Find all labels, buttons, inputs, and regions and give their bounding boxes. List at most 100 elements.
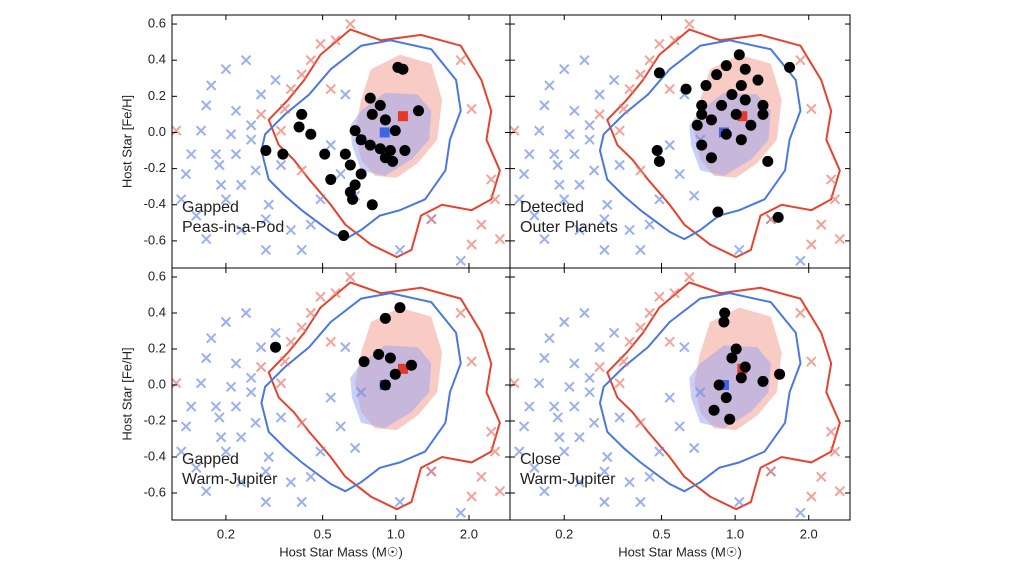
- y-tick-label: -0.6: [144, 232, 166, 247]
- cross: [305, 54, 317, 66]
- cross: [235, 431, 247, 443]
- planet-point: [720, 128, 732, 140]
- cross: [608, 74, 620, 86]
- cross: [608, 327, 620, 339]
- cross: [765, 466, 777, 477]
- cross: [529, 210, 540, 221]
- cross: [825, 174, 837, 185]
- y-tick-label: -0.4: [144, 448, 166, 463]
- panel-label: Warm-Jupiter: [520, 471, 616, 488]
- cross: [315, 38, 326, 50]
- cross: [635, 69, 646, 80]
- cross: [834, 485, 846, 497]
- cross: [455, 54, 466, 66]
- cross: [544, 80, 555, 91]
- cross: [624, 336, 635, 348]
- planet-point: [379, 312, 391, 324]
- median-marker: [397, 363, 408, 374]
- density-contour: [260, 292, 462, 493]
- planet-point: [651, 145, 663, 157]
- cross: [230, 105, 242, 116]
- cross: [734, 244, 745, 256]
- cross: [549, 148, 560, 160]
- cross: [618, 356, 629, 367]
- cross: [618, 103, 629, 115]
- planet-point: [716, 99, 728, 111]
- density-contour: [598, 39, 802, 241]
- cross: [255, 341, 267, 353]
- cross: [654, 291, 665, 303]
- cross: [574, 476, 585, 488]
- cross: [235, 476, 247, 488]
- cross: [549, 401, 560, 412]
- y-axis-label: Host Star [Fe/H]: [119, 95, 134, 188]
- cross: [275, 412, 287, 423]
- cross: [624, 83, 635, 95]
- cross: [602, 199, 613, 210]
- cross: [795, 307, 806, 319]
- cross: [176, 194, 187, 205]
- cross: [514, 194, 525, 205]
- y-tick-label: 0.2: [148, 340, 166, 355]
- planet-point: [691, 119, 703, 131]
- cross: [325, 336, 336, 348]
- planet-point: [355, 168, 367, 180]
- cross: [635, 496, 646, 508]
- cross: [524, 148, 535, 160]
- x-axis-label: Host Star Mass (M☉): [279, 544, 403, 559]
- cross: [614, 159, 625, 171]
- cross: [734, 496, 745, 508]
- planet-point: [752, 74, 764, 86]
- cross: [539, 352, 550, 364]
- cross: [260, 496, 272, 508]
- cross: [486, 426, 497, 438]
- cross: [206, 332, 217, 344]
- cross: [180, 168, 192, 180]
- cross: [270, 327, 281, 339]
- cross: [635, 244, 646, 256]
- cross: [688, 190, 700, 201]
- cross: [594, 361, 605, 373]
- cross: [220, 316, 232, 328]
- cross: [564, 381, 575, 393]
- planet-point: [733, 49, 745, 61]
- planet-point: [347, 193, 359, 205]
- cross: [455, 507, 466, 519]
- planet-point: [296, 108, 308, 120]
- cross: [664, 392, 675, 403]
- cross: [235, 179, 247, 191]
- cross: [579, 307, 590, 319]
- cross: [599, 244, 610, 256]
- y-tick-label: -0.4: [144, 196, 166, 211]
- cross: [296, 69, 307, 80]
- cross: [674, 168, 685, 180]
- cross: [296, 417, 307, 429]
- cross: [235, 224, 247, 236]
- cross: [245, 134, 257, 145]
- cross: [624, 476, 635, 488]
- cross: [335, 421, 346, 432]
- cross: [635, 165, 646, 176]
- planet-point: [726, 89, 738, 101]
- cross: [466, 103, 477, 115]
- planet-point: [724, 413, 736, 425]
- panel-label: Gapped: [182, 451, 239, 468]
- cross: [539, 100, 550, 111]
- planet-point: [719, 307, 731, 319]
- planet-point: [387, 155, 399, 167]
- y-tick-label: -0.6: [144, 484, 166, 499]
- cross: [552, 159, 563, 171]
- cross: [829, 194, 841, 205]
- cross: [355, 386, 367, 398]
- panel: [172, 271, 506, 519]
- cross: [201, 485, 212, 497]
- cross: [534, 125, 545, 136]
- cross: [325, 83, 336, 95]
- cross: [260, 244, 272, 256]
- cross: [554, 431, 565, 443]
- panel-frame: [509, 267, 851, 521]
- cross: [191, 462, 202, 474]
- cross: [279, 356, 291, 367]
- cross: [816, 219, 827, 230]
- cross: [220, 194, 232, 205]
